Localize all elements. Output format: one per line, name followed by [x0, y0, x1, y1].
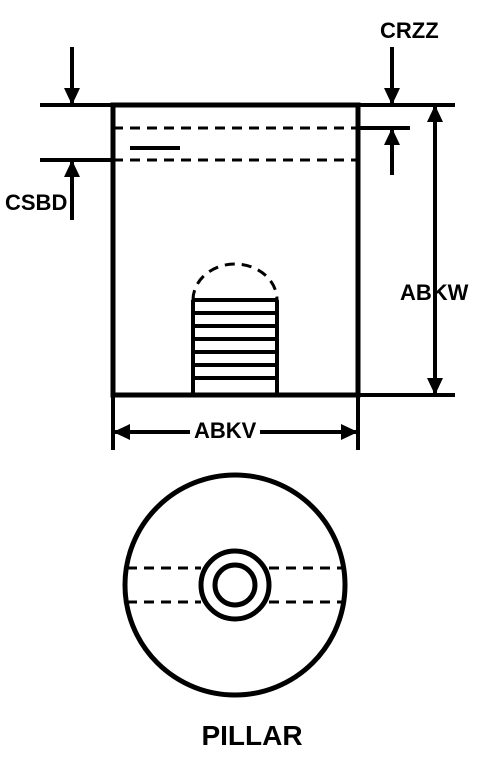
top-view-inner: [215, 565, 255, 605]
label-abkv: ABKV: [190, 418, 260, 444]
abkv-arrow-left: [113, 424, 130, 440]
crzz-arrow-down: [384, 88, 400, 105]
abkv-arrow-right: [341, 424, 358, 440]
diagram-container: CRZZ CSBD ABKW ABKV PILLAR: [0, 0, 504, 774]
csbd-arrow-up: [64, 160, 80, 177]
abkw-arrow-down: [427, 378, 443, 395]
top-view-mid: [201, 551, 269, 619]
label-crzz: CRZZ: [380, 18, 439, 44]
diagram-title: PILLAR: [0, 720, 504, 752]
technical-drawing-svg: [0, 0, 504, 774]
label-csbd: CSBD: [5, 190, 67, 216]
crzz-arrow-up: [384, 128, 400, 145]
socket-arc: [193, 264, 277, 300]
abkw-arrow-up: [427, 105, 443, 122]
label-abkw: ABKW: [400, 280, 468, 306]
csbd-arrow-down: [64, 88, 80, 105]
top-view-outer: [125, 475, 345, 695]
